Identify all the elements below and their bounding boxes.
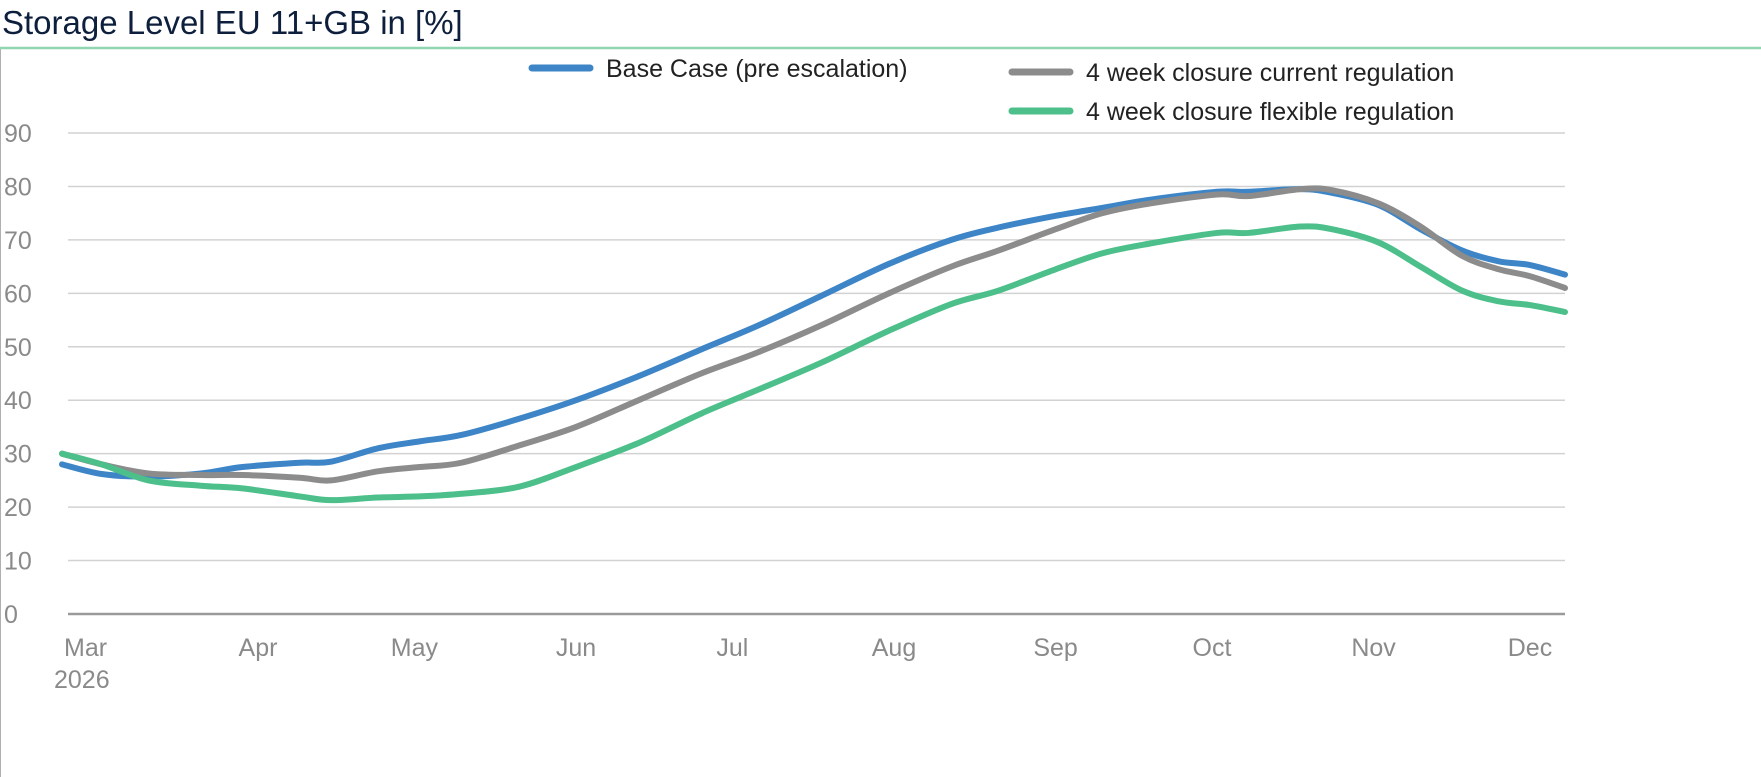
legend-label-flexible-regulation: 4 week closure flexible regulation: [1086, 98, 1454, 126]
legend-label-current-regulation: 4 week closure current regulation: [1086, 59, 1454, 87]
y-tick-label: 40: [4, 387, 32, 415]
x-tick-label: May: [391, 634, 439, 662]
x-tick-year-label: 2026: [54, 666, 110, 694]
y-tick-label: 20: [4, 494, 32, 522]
y-axis-ticks: 0 10 20 30 40 50 60 70 80 90: [4, 120, 32, 629]
series-lines: [59, 185, 1568, 504]
y-tick-label: 90: [4, 120, 32, 148]
y-tick-label: 50: [4, 334, 32, 362]
y-tick-label: 80: [4, 173, 32, 201]
series-line-flexible-regulation: [59, 223, 1568, 504]
x-tick-label: Oct: [1193, 634, 1232, 662]
y-tick-label: 10: [4, 548, 32, 576]
legend-label-base-case: Base Case (pre escalation): [606, 55, 908, 83]
chart-title: Storage Level EU 11+GB in [%]: [2, 4, 463, 41]
legend-item-current-regulation: 4 week closure current regulation: [1008, 59, 1454, 87]
x-tick-label: Nov: [1351, 634, 1396, 662]
legend-item-flexible-regulation: 4 week closure flexible regulation: [1008, 98, 1454, 126]
y-tick-label: 70: [4, 227, 32, 255]
y-tick-label: 0: [4, 601, 18, 629]
x-tick-label: Apr: [239, 634, 278, 662]
x-axis-ticks: Mar 2026 Apr May Jun Jul Aug Sep Oct Nov Dec: [54, 634, 1552, 694]
series-line-current-regulation: [59, 185, 1568, 484]
x-tick-label: Dec: [1508, 634, 1552, 662]
legend: Base Case (pre escalation) 4 week closur…: [528, 55, 1454, 126]
x-tick-label: Jun: [556, 634, 596, 662]
x-tick-label: Aug: [872, 634, 916, 662]
x-tick-label: Sep: [1033, 634, 1077, 662]
y-tick-label: 60: [4, 280, 32, 308]
gridlines: [68, 132, 1565, 616]
y-tick-label: 30: [4, 441, 32, 469]
x-tick-label: Jul: [716, 634, 748, 662]
x-tick-label: Mar: [64, 634, 107, 662]
legend-item-base-case: Base Case (pre escalation): [528, 55, 908, 83]
